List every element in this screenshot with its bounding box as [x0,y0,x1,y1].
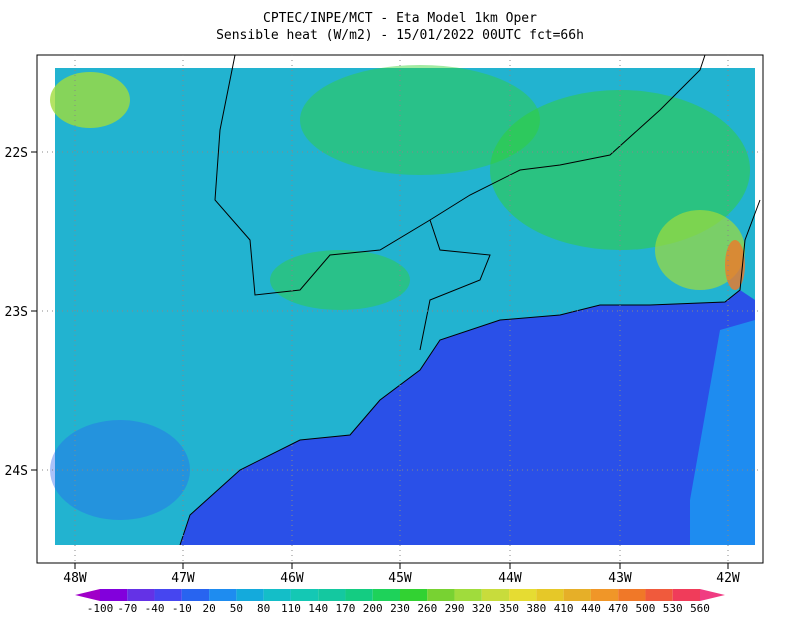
colorbar-label: 140 [308,602,328,615]
longitude-label: 43W [608,571,632,586]
colorbar-label: 50 [230,602,243,615]
field-patch [725,240,745,290]
field-patch [270,250,410,310]
colorbar-label: -10 [172,602,192,615]
colorbar-box [318,589,346,601]
ocean-field [690,320,755,545]
colorbar-label: 260 [417,602,437,615]
latitude-label: 23S [5,305,28,320]
colorbar-end [700,589,725,601]
latitude-label: 24S [5,464,28,479]
colorbar-end [75,589,100,601]
colorbar-label: 470 [608,602,628,615]
longitude-label: 46W [280,571,304,586]
colorbar-box [209,589,237,601]
colorbar-label: 110 [281,602,301,615]
colorbar-box [236,589,264,601]
colorbar-box [290,589,319,601]
map-field [50,54,761,546]
colorbar-label: 20 [202,602,215,615]
colorbar-box [263,589,291,601]
colorbar-label: 440 [581,602,601,615]
colorbar-box [618,589,646,601]
colorbar-box [400,589,428,601]
colorbar-box [481,589,510,601]
longitude-label: 44W [498,571,522,586]
field-patch [50,72,130,128]
field-patch [655,210,745,290]
colorbar-box [100,589,128,601]
colorbar-label: 530 [663,602,683,615]
coastline [179,199,761,546]
colorbar-label: 320 [472,602,492,615]
field-patch [50,420,190,520]
longitude-label: 48W [63,571,87,586]
latitude-label: 22S [5,146,28,161]
colorbar-label: 230 [390,602,410,615]
colorbar-box [672,589,700,601]
longitude-label: 45W [388,571,412,586]
ocean-field [180,290,755,545]
state-border [214,54,706,296]
colorbar-label: 290 [445,602,465,615]
colorbar-box [509,589,537,601]
colorbar-box [563,589,591,601]
colorbar-box [536,589,564,601]
colorbar-box [427,589,455,601]
colorbar-label: 80 [257,602,270,615]
colorbar-label: 380 [526,602,546,615]
title-line: Sensible heat (W/m2) - 15/01/2022 00UTC … [216,28,584,43]
colorbar-label: 170 [336,602,356,615]
colorbar-box [181,589,210,601]
colorbar-box [372,589,400,601]
colorbar-label: 350 [499,602,519,615]
field-patch [300,65,540,175]
longitude-label: 47W [171,571,195,586]
title-line: CPTEC/INPE/MCT - Eta Model 1km Oper [263,11,537,26]
state-border [419,219,491,351]
colorbar-box [454,589,482,601]
colorbar-box [154,589,182,601]
colorbar-label: -70 [117,602,137,615]
colorbar-box [645,589,673,601]
colorbar-box [590,589,619,601]
colorbar-label: 500 [636,602,656,615]
colorbar-box [127,589,155,601]
longitude-label: 42W [716,571,740,586]
colorbar-box [345,589,373,601]
colorbar-label: -40 [145,602,165,615]
colorbar-label: -100 [87,602,114,615]
colorbar-label: 410 [554,602,574,615]
colorbar-label: 200 [363,602,383,615]
colorbar-label: 560 [690,602,710,615]
